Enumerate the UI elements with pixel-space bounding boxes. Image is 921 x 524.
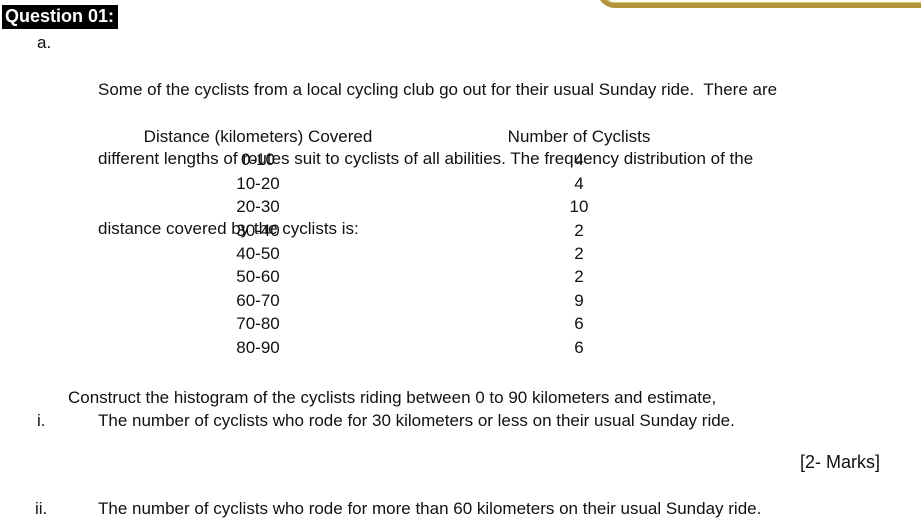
table-row-cyclists: 10: [569, 197, 589, 217]
table-row-distance: 50-60: [236, 267, 280, 287]
marks-badge: [2- Marks]: [799, 452, 880, 472]
table-row-distance: 80-90: [236, 337, 280, 357]
part-a-label: a.: [37, 33, 52, 52]
table-row-cyclists: 6: [574, 337, 584, 357]
table-row-distance: 20-30: [236, 197, 280, 217]
table-row-cyclists: 2: [574, 267, 584, 287]
gold-rounded-border-decoration: [597, 0, 921, 8]
part-a-line-3: distance covered by the cyclists is:: [98, 219, 359, 239]
table-row-distance: 30-40: [236, 220, 280, 240]
table-row-distance: 40-50: [236, 244, 280, 264]
part-i-text: The number of cyclists who rode for 30 k…: [98, 411, 735, 430]
table-row-cyclists: 4: [574, 150, 584, 170]
table-row-distance: 70-80: [236, 314, 280, 334]
part-a-line-1: Some of the cyclists from a local cyclin…: [98, 79, 778, 99]
table-row-distance: 60-70: [236, 290, 280, 310]
distance-column-header: Distance (kilometers) Covered: [143, 127, 373, 146]
part-a-paragraph: Some of the cyclists from a local cyclin…: [98, 31, 891, 287]
table-row-distance: 10-20: [236, 173, 280, 193]
frequency-table-cyclists-column: Number of Cyclists 4 4 10 2 2 2 9 6 6: [468, 125, 690, 359]
part-a-line-2: different lengths of routes suit to cycl…: [98, 149, 754, 169]
part-ii-label: ii.: [35, 499, 48, 518]
question-heading: Question 01:: [2, 5, 119, 29]
part-ii-text: The number of cyclists who rode for more…: [98, 499, 762, 518]
table-row-cyclists: 6: [574, 314, 584, 334]
table-row-cyclists: 2: [574, 244, 584, 264]
table-row-cyclists: 2: [574, 220, 584, 240]
frequency-table-distance-column: Distance (kilometers) Covered 0-10 10-20…: [122, 125, 394, 359]
construct-instruction: Construct the histogram of the cyclists …: [68, 388, 717, 407]
part-i-label: i.: [37, 411, 46, 430]
table-row-distance: 0-10: [240, 150, 276, 170]
table-row-cyclists: 9: [574, 290, 584, 310]
table-row-cyclists: 4: [574, 173, 584, 193]
cyclists-column-header: Number of Cyclists: [507, 127, 651, 146]
